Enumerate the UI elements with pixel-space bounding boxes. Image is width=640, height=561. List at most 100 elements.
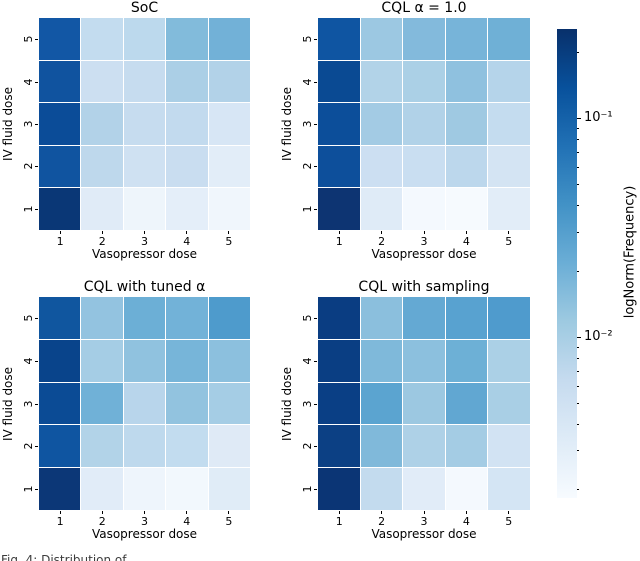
x-tick-mark — [508, 231, 510, 234]
y-tick-label: 1 — [22, 205, 35, 213]
heatmap-cell — [318, 60, 360, 103]
y-tick-mark — [314, 403, 317, 405]
heatmap-cell — [445, 468, 488, 510]
y-tick-mark — [35, 318, 38, 320]
subplot-title-cql-sampling: CQL with sampling — [358, 279, 490, 295]
heatmap-cell — [208, 339, 250, 382]
heatmap-cell — [39, 297, 81, 339]
colorbar-tick-label: 10⁻² — [584, 329, 613, 344]
x-tick-label: 3 — [141, 235, 148, 248]
heatmap-cell — [208, 382, 250, 425]
x-tick-label: 3 — [420, 515, 428, 528]
colorbar-minor-tick — [577, 489, 579, 490]
x-tick-label: 5 — [505, 515, 513, 528]
heatmap-cell — [445, 425, 488, 468]
y-tick-label: 4 — [301, 357, 314, 365]
heatmap-cell — [81, 188, 123, 230]
heatmap-cell — [488, 468, 530, 510]
x-tick-mark — [186, 231, 188, 234]
heatmap-cell — [488, 103, 530, 145]
y-tick-mark — [314, 488, 317, 490]
x-tick-mark — [381, 231, 383, 234]
y-tick-label: 5 — [22, 35, 35, 43]
heatmap-cell — [39, 188, 81, 230]
heatmap-cell — [208, 188, 250, 230]
y-tick-label: 1 — [22, 485, 35, 493]
heatmap-cell — [488, 60, 530, 103]
heatmap-cell — [81, 145, 123, 188]
colorbar — [557, 29, 577, 498]
subplot-title-cql-alpha: CQL α = 1.0 — [381, 0, 467, 16]
heatmap-cell — [318, 188, 360, 230]
x-tick-label: 1 — [335, 515, 343, 528]
x-axis-label: Vasopressor dose — [371, 527, 477, 541]
x-tick-label: 4 — [462, 515, 470, 528]
x-tick-label: 4 — [462, 235, 470, 248]
heatmap-cell — [166, 18, 208, 60]
colorbar-minor-tick — [577, 205, 579, 206]
heatmap-cell — [39, 60, 81, 103]
heatmap-cell — [123, 297, 166, 339]
heatmap-cell — [403, 18, 445, 60]
heatmap-cell — [208, 18, 250, 60]
heatmap-cell — [123, 188, 166, 230]
y-tick-label: 2 — [301, 162, 314, 170]
y-tick-label: 2 — [22, 442, 35, 450]
x-tick-mark — [465, 231, 467, 234]
heatmap-cell — [81, 339, 123, 382]
heatmap-cell — [166, 188, 208, 230]
x-tick-mark — [101, 511, 103, 514]
heatmap-cell — [488, 145, 530, 188]
x-tick-label: 5 — [505, 235, 513, 248]
heatmap-cell — [318, 468, 360, 510]
heatmap-cell — [403, 425, 445, 468]
colorbar-minor-tick — [577, 167, 579, 168]
y-tick-mark — [35, 81, 38, 83]
heatmap-cell — [403, 103, 445, 145]
y-tick-mark — [314, 208, 317, 210]
heatmap-cell — [39, 425, 81, 468]
heatmap-cell — [488, 297, 530, 339]
heatmap-cell — [360, 297, 403, 339]
heatmap-grid — [39, 18, 250, 230]
heatmap-cell — [208, 103, 250, 145]
x-tick-label: 4 — [183, 515, 191, 528]
x-tick-mark — [338, 511, 340, 514]
heatmap-cell — [318, 382, 360, 425]
heatmap-cell — [488, 18, 530, 60]
colorbar-minor-tick — [577, 152, 579, 153]
figure-caption-clipped: Fig. 4: Distribution of … — [1, 553, 143, 561]
heatmap-cell — [488, 188, 530, 230]
heatmap-cell — [445, 103, 488, 145]
heatmap-cell — [123, 60, 166, 103]
heatmap-soc: SoC IV fluid dose Vasopressor dose — [1, 0, 250, 261]
colorbar-tick-label: 10⁻¹ — [584, 110, 613, 125]
heatmap-cell — [81, 425, 123, 468]
x-tick-label: 1 — [335, 235, 343, 248]
heatmap-cell — [445, 339, 488, 382]
x-tick-label: 2 — [98, 235, 106, 248]
heatmap-cell — [39, 18, 81, 60]
heatmap-cell — [403, 188, 445, 230]
x-tick-label: 3 — [420, 235, 428, 248]
heatmap-cell — [81, 297, 123, 339]
y-tick-label: 3 — [22, 120, 35, 128]
heatmap-cell — [318, 297, 360, 339]
heatmap-cell — [318, 339, 360, 382]
heatmap-cell — [81, 60, 123, 103]
heatmap-cell — [488, 425, 530, 468]
heatmap-cell — [81, 468, 123, 510]
x-tick-mark — [228, 511, 230, 514]
x-tick-mark — [59, 511, 61, 514]
y-tick-mark — [35, 403, 38, 405]
heatmap-cell — [123, 382, 166, 425]
heatmap-cell — [445, 18, 488, 60]
colorbar-label: logNorm(Frequency) — [622, 185, 638, 319]
heatmap-cell — [39, 382, 81, 425]
y-tick-mark — [35, 124, 38, 125]
colorbar-minor-tick — [577, 403, 579, 404]
heatmap-cell — [445, 60, 488, 103]
heatmap-cell — [166, 339, 208, 382]
heatmap-cell — [166, 103, 208, 145]
colorbar-minor-tick — [577, 450, 579, 451]
